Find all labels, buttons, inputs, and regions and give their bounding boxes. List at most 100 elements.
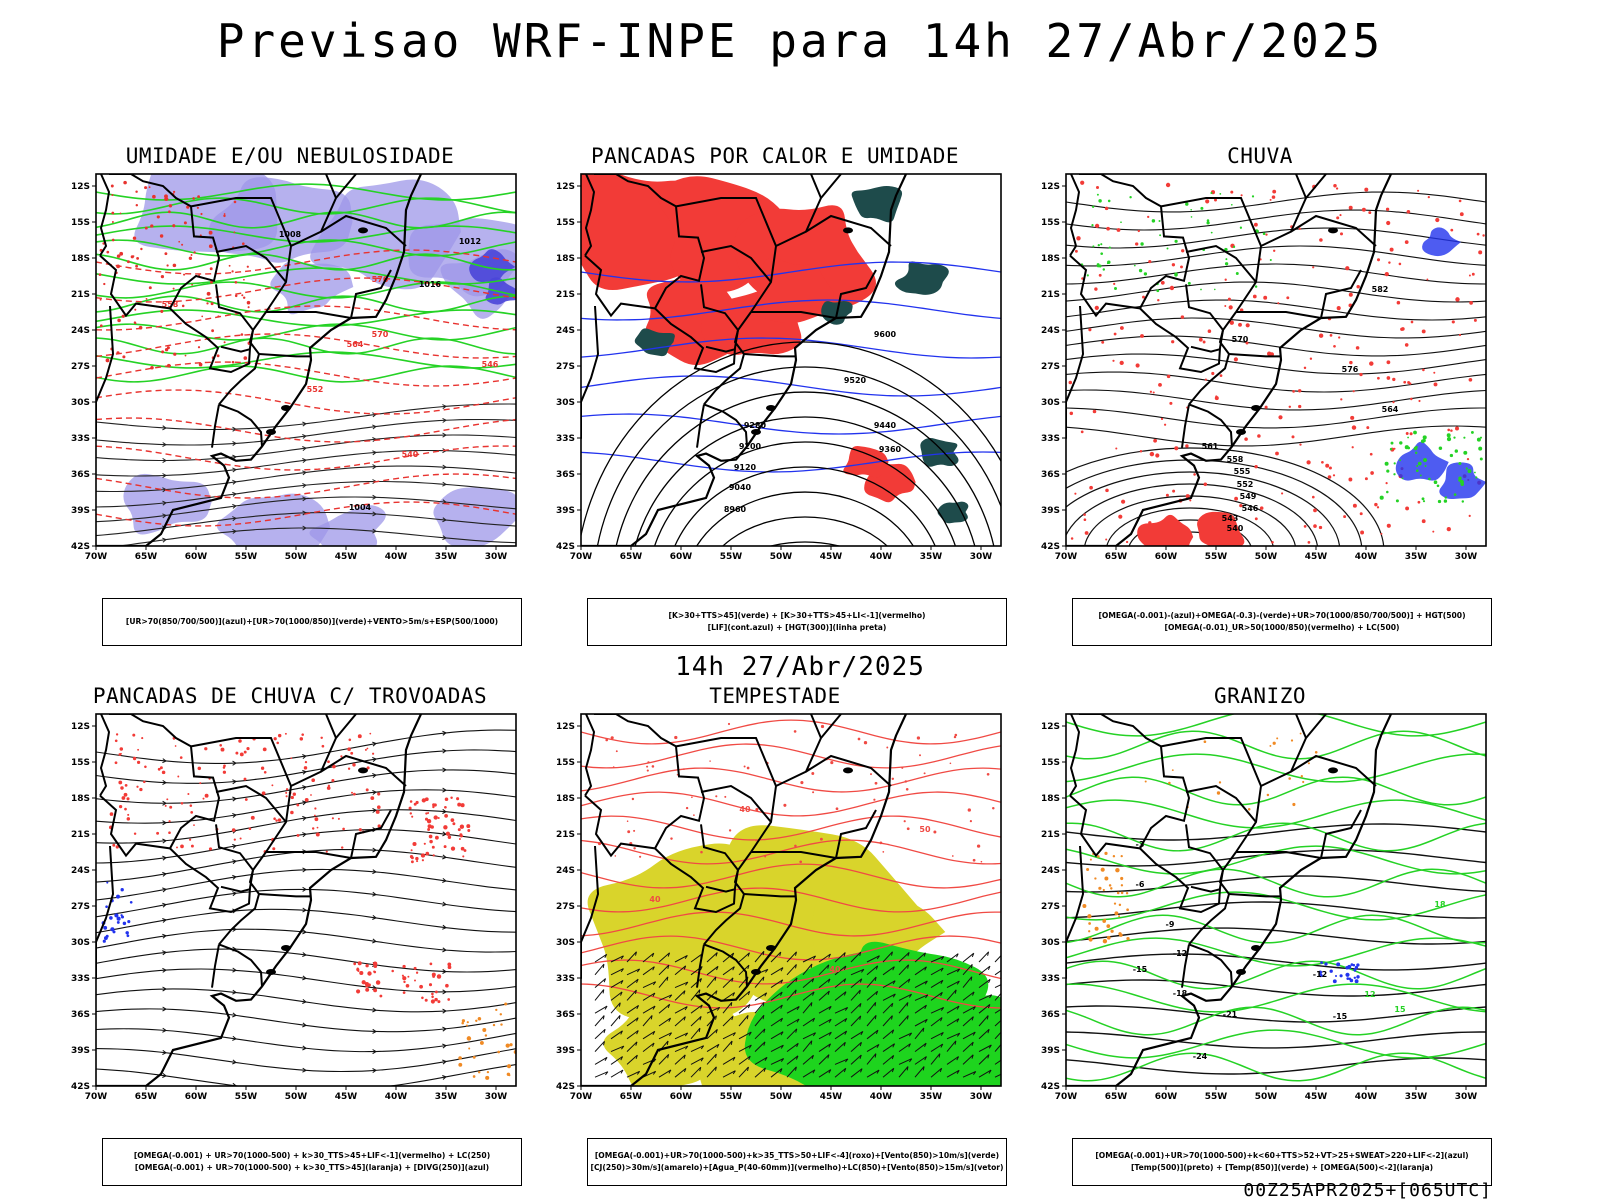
rain-green-speckle	[1436, 484, 1440, 488]
hgt300-black-contour	[695, 491, 915, 546]
rain-red-speckle	[1118, 514, 1123, 519]
contour-label: 40	[649, 895, 661, 904]
precip-water-red-contour	[581, 743, 1001, 769]
hail-blue-speckle	[1332, 979, 1337, 984]
thunder-red-speckle	[277, 733, 282, 738]
wind-arrow-head	[232, 467, 237, 473]
red-speckle	[161, 350, 165, 354]
rain-red-speckle	[1166, 374, 1171, 379]
hgt500-black-contour	[1066, 227, 1486, 249]
rain-green-speckle	[1100, 252, 1104, 256]
country-border	[705, 885, 736, 893]
y-tick-label: 27S	[556, 902, 575, 912]
wind-arrow-head	[302, 769, 307, 775]
precip-red-speckle	[812, 791, 815, 794]
thunder-red-speckle	[292, 792, 296, 796]
humidity-green-contour	[96, 197, 516, 215]
omega-orange-speckle	[1088, 937, 1093, 942]
thunder-red-speckle	[359, 970, 364, 976]
wind850-vector	[930, 1053, 941, 1065]
wind-arrow-head	[442, 878, 447, 883]
rain-green-speckle	[1138, 268, 1143, 273]
wind850-vector	[626, 1041, 638, 1052]
rain-red-speckle	[1338, 336, 1341, 339]
country-border	[1069, 174, 1081, 257]
red-speckle	[172, 287, 175, 290]
temp850-green-contour	[1066, 1052, 1486, 1082]
wind850-vector	[978, 1044, 992, 1053]
temp500-black-contour	[1066, 1031, 1486, 1049]
thunder-red-speckle	[447, 835, 452, 840]
rain-red-speckle	[1088, 328, 1092, 332]
lake	[1328, 767, 1338, 774]
thunder-orange-speckle	[482, 1028, 487, 1032]
red-speckle	[99, 298, 102, 301]
wind850-vector	[786, 1055, 799, 1065]
wind850-vector	[978, 1004, 991, 1014]
wind850-vector	[914, 966, 927, 976]
country-border	[320, 754, 407, 787]
wind850-vector	[770, 1044, 784, 1053]
rain-red-speckle	[1469, 301, 1473, 305]
red-speckle	[166, 363, 171, 368]
country-border	[99, 714, 221, 858]
rain-green-speckle	[1096, 193, 1099, 196]
thunder-red-speckle	[136, 760, 141, 765]
country-border	[805, 754, 892, 787]
wind-streamline	[96, 403, 516, 431]
instability-green-area	[851, 185, 903, 223]
y-tick-label: 18S	[556, 794, 575, 804]
country-border	[350, 269, 392, 319]
omega-orange-speckle	[1102, 939, 1108, 944]
wind850-vector	[770, 1004, 783, 1014]
humidity-green-contour	[96, 183, 516, 201]
red-speckle	[156, 215, 160, 219]
thunder-red-speckle	[273, 817, 276, 820]
thickness-red-dashed	[96, 277, 516, 303]
rain-green-speckle	[1393, 473, 1396, 476]
red-speckle	[134, 308, 137, 311]
omega-orange-speckle	[1104, 851, 1108, 855]
thunder-red-speckle	[290, 795, 294, 800]
instability-red-area	[843, 446, 889, 478]
wind850-vector	[882, 980, 896, 989]
rain-red-speckle	[1253, 222, 1258, 227]
y-tick-label: 15S	[71, 218, 90, 228]
thunder-red-speckle	[219, 743, 223, 747]
precip-red-speckle	[949, 762, 952, 765]
rain-red-speckle	[1238, 322, 1242, 327]
red-speckle	[243, 278, 245, 281]
country-border	[1160, 197, 1262, 247]
thunder-orange-speckle	[461, 1021, 464, 1025]
wind-arrow-head	[442, 481, 447, 487]
thunder-red-speckle	[364, 748, 367, 751]
wind850-vector	[770, 1068, 783, 1078]
rain-red-speckle	[1339, 214, 1342, 217]
hail-blue-speckle	[1353, 976, 1356, 979]
wind850-vector	[834, 965, 847, 976]
rain-red-speckle	[1140, 334, 1144, 338]
wind850-vector	[738, 990, 751, 1001]
rain-green-speckle	[1417, 461, 1422, 466]
rain-red-speckle	[1433, 382, 1438, 387]
rain-green-speckle	[1449, 453, 1454, 458]
omega-orange-speckle	[1088, 922, 1091, 925]
wind-arrow-head	[442, 947, 447, 953]
legend-box: [OMEGA(-0.001) + UR>70(1000-500) + k>30_…	[102, 1138, 522, 1186]
thunder-red-speckle	[136, 785, 139, 788]
lake	[843, 227, 853, 234]
precip-red-speckle	[743, 765, 746, 768]
country-border	[96, 305, 115, 441]
thunder-orange-speckle	[505, 1043, 510, 1048]
precip-red-speckle	[715, 795, 718, 798]
thunder-red-speckle	[434, 990, 438, 994]
wind850-vector	[786, 1006, 800, 1014]
wind850-vector	[898, 1043, 911, 1053]
wind-arrow-head	[302, 975, 307, 981]
red-speckle	[172, 263, 177, 268]
wind850-vector	[978, 1028, 990, 1040]
thunder-red-speckle	[139, 787, 143, 792]
contour-label: 549	[1240, 492, 1257, 501]
thunder-red-speckle	[369, 732, 372, 735]
omega-orange-speckle	[1113, 902, 1117, 905]
